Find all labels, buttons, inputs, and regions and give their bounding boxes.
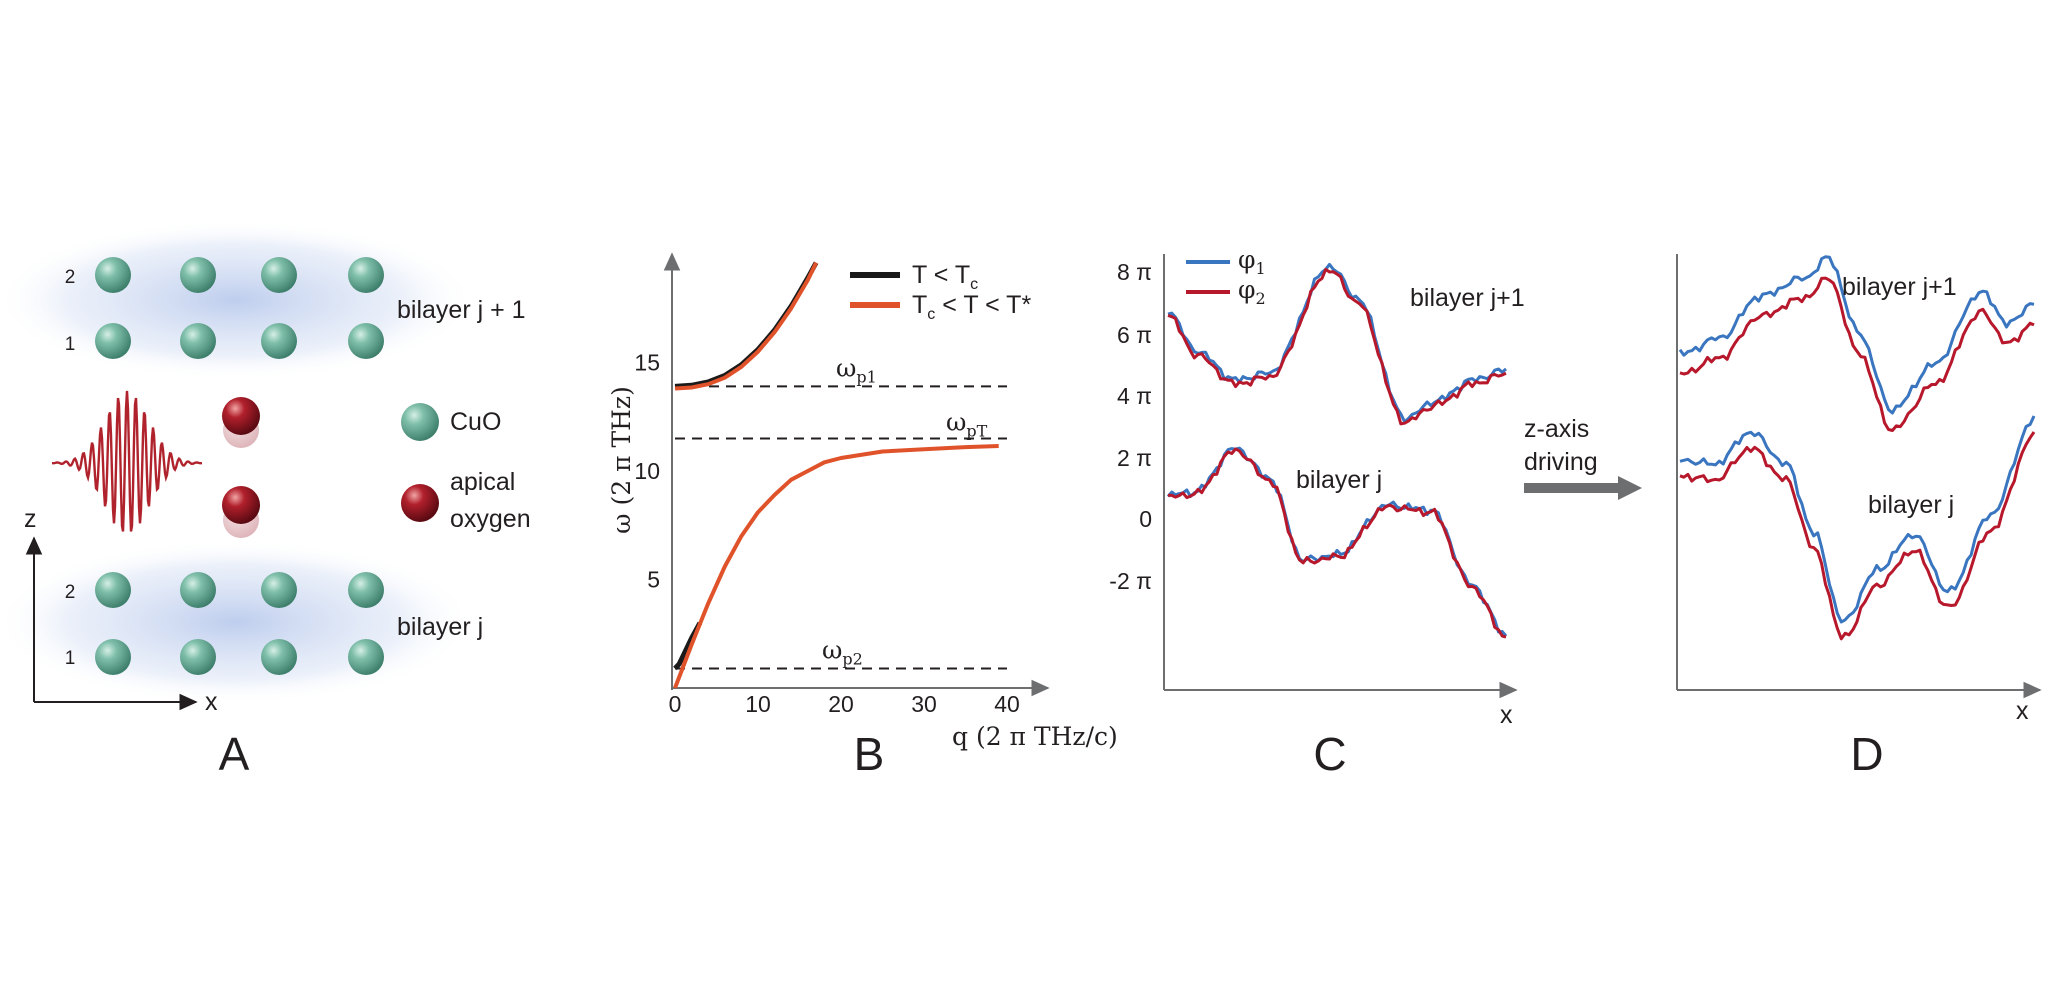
- panel-letter-b: B: [854, 728, 885, 780]
- cuo-atom: [261, 572, 297, 608]
- apical-oxygen-icon: [401, 484, 439, 522]
- cuo-atom-grid: [95, 257, 384, 675]
- c-y-tick-labels: 8 π 6 π 4 π 2 π 0 -2 π: [1109, 259, 1152, 594]
- c-y-tick-label: 4 π: [1117, 383, 1152, 409]
- b-x-axis-label: q (2 π THz/c): [952, 722, 1118, 751]
- c-x-axis-label: x: [1500, 701, 1513, 729]
- c-phi2-top: [1167, 267, 1507, 426]
- bilayer-bottom-label: bilayer j: [397, 613, 483, 641]
- b-curve-pseudogap-lower: [673, 444, 999, 689]
- d-top-bilayer-label: bilayer j+1: [1842, 273, 1957, 301]
- b-y-axis-label: ω (2 π THz): [607, 386, 636, 534]
- panel-letter-d: D: [1850, 728, 1883, 780]
- cuo-atom: [180, 572, 216, 608]
- d-phi1-bottom: [1679, 415, 2036, 624]
- cuo-atom: [261, 639, 297, 675]
- c-phi2-bottom: [1167, 447, 1507, 639]
- c-phase-curves: [1166, 262, 1508, 639]
- driving-label-1: z-axis: [1524, 415, 1589, 443]
- layer-number: 2: [65, 267, 76, 288]
- driving-label-2: driving: [1524, 448, 1598, 476]
- cuo-atom: [348, 639, 384, 675]
- b-x-tick-label: 0: [669, 691, 682, 717]
- cuo-atom: [95, 572, 131, 608]
- b-reference-line-label: ωpT: [946, 407, 988, 440]
- legend-cuo-label: CuO: [450, 408, 501, 436]
- panel-letter-c: C: [1313, 728, 1346, 780]
- b-dispersion-curves: [673, 261, 999, 689]
- cuo-atom: [348, 257, 384, 293]
- cuo-atom: [261, 257, 297, 293]
- x-axis-label: x: [205, 688, 218, 716]
- cuo-atom: [180, 323, 216, 359]
- panel-d: x bilayer j+1 bilayer j D: [1676, 254, 2042, 780]
- layer-number: 1: [65, 334, 76, 355]
- c-top-bilayer-label: bilayer j+1: [1410, 284, 1525, 312]
- cuo-atom: [261, 323, 297, 359]
- z-axis-label: z: [24, 505, 37, 533]
- panel-a: 2 1 2 1 bilayer j + 1 bilayer j CuO apic…: [0, 220, 531, 780]
- c-y-tick-label: -2 π: [1109, 568, 1152, 594]
- b-x-tick-labels: 0 10 20 30 40: [669, 691, 1020, 717]
- b-curve-pseudogap-upper: [674, 261, 818, 391]
- cuo-atom: [180, 257, 216, 293]
- driving-arrow-head: [1618, 476, 1642, 500]
- apical-oxygen-atom: [222, 486, 260, 524]
- c-bottom-bilayer-label: bilayer j: [1296, 466, 1382, 494]
- c-legend-phi1: φ1: [1238, 245, 1266, 278]
- b-x-tick-label: 10: [745, 691, 771, 717]
- b-legend-below-tc: T < Tc: [912, 261, 978, 293]
- cuo-atom: [348, 323, 384, 359]
- d-phi2-bottom: [1679, 431, 2036, 641]
- cuo-atom-icon: [401, 403, 439, 441]
- bilayer-top-label: bilayer j + 1: [397, 296, 526, 324]
- b-reference-line-label: ωp1: [836, 353, 877, 386]
- b-x-tick-label: 40: [994, 691, 1020, 717]
- d-bottom-bilayer-label: bilayer j: [1868, 491, 1954, 519]
- cuo-atom: [95, 257, 131, 293]
- c-y-tick-label: 2 π: [1117, 445, 1152, 471]
- d-phi1-top: [1678, 255, 2035, 415]
- b-reference-lines: ωp1 ωpT ωp2: [675, 353, 1007, 670]
- b-reference-line-label: ωp2: [822, 635, 863, 668]
- cuo-atom: [95, 323, 131, 359]
- apical-oxygen-atom: [222, 397, 260, 435]
- b-y-tick-label: 15: [634, 350, 660, 376]
- panel-b: 0 10 20 30 40 5 10 15 ω (2 π THz) q (2 π THz/c…: [607, 252, 1118, 780]
- z-axis-driving-arrow: z-axis driving: [1524, 415, 1642, 500]
- b-y-tick-label: 10: [634, 458, 660, 484]
- b-curve-below-tc-upper: [674, 261, 819, 389]
- terahertz-pulse-icon: [52, 390, 202, 532]
- d-phi2-top: [1679, 276, 2035, 432]
- d-x-axis-label: x: [2016, 697, 2029, 725]
- legend-oxygen-label-1: apical: [450, 468, 515, 496]
- cuo-atom: [180, 639, 216, 675]
- b-x-tick-label: 30: [911, 691, 937, 717]
- panel-letter-a: A: [219, 728, 250, 780]
- b-x-tick-label: 20: [828, 691, 854, 717]
- b-y-tick-label: 5: [647, 567, 660, 593]
- cuo-atom: [95, 639, 131, 675]
- layer-number: 2: [65, 582, 76, 603]
- b-legend-pseudogap: Tc < T < T*: [912, 291, 1031, 323]
- legend-oxygen-label-2: oxygen: [450, 505, 531, 533]
- c-legend-phi2: φ2: [1238, 275, 1266, 308]
- b-y-tick-labels: 5 10 15: [634, 350, 660, 593]
- panel-c: 8 π 6 π 4 π 2 π 0 -2 π x φ1 φ2 bilayer j+1 bi…: [1109, 245, 1524, 780]
- d-phase-curves: [1678, 255, 2036, 641]
- c-y-tick-label: 0: [1139, 506, 1152, 532]
- layer-number: 1: [65, 648, 76, 669]
- c-y-tick-label: 6 π: [1117, 322, 1152, 348]
- cuo-atom: [348, 572, 384, 608]
- c-y-tick-label: 8 π: [1117, 259, 1152, 285]
